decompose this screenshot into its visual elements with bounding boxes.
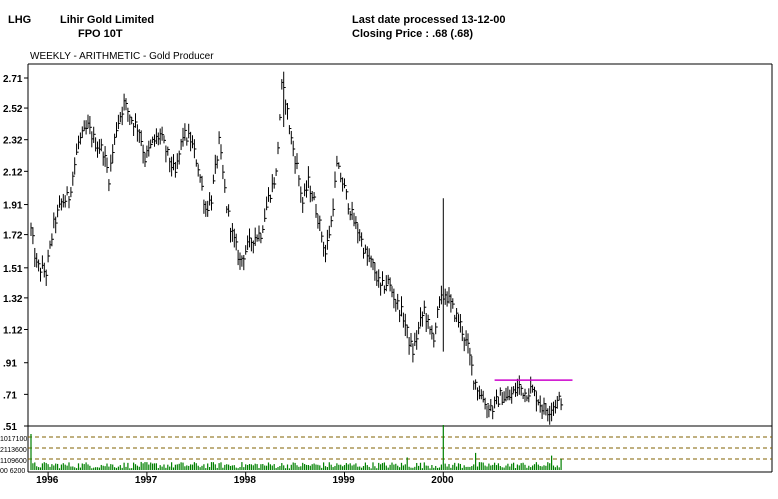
price-y-axis: 2.71 2.52 2.32 2.12 1.91 1.72 1.51 1.32 1.12 .91.… <box>3 74 28 433</box>
chart-subtitle: WEEKLY - ARITHMETIC - Gold Producer <box>30 51 214 62</box>
y-tick-label: .71 <box>3 390 17 401</box>
y-tick-label: 1.12 <box>3 326 23 337</box>
y-tick-label: 2.12 <box>3 167 23 178</box>
volume-series <box>30 425 562 470</box>
volume-gridlines <box>28 436 772 460</box>
x-tick-label: 1996 <box>36 475 59 486</box>
x-tick-label: 2000 <box>431 475 454 486</box>
y-tick-label: .51 <box>3 422 17 433</box>
closing-price-label: Closing Price : .68 (.68) <box>352 28 474 40</box>
plot-frame <box>27 63 773 473</box>
y-tick-label: 1.51 <box>3 264 23 275</box>
y-tick-label: 2.52 <box>3 104 23 115</box>
y-tick-label: 2.32 <box>3 136 23 147</box>
security-type: FPO 10T <box>78 28 123 40</box>
volume-y-axis: 1017100 2113600 1109600 00 6200 <box>0 436 27 475</box>
volume-tick-label: 00 6200 <box>0 468 25 475</box>
volume-tick-label: 1017100 <box>0 436 27 443</box>
time-x-axis: 1996 1997 1998 1999 2000 <box>36 472 454 486</box>
x-tick-label: 1997 <box>135 475 158 486</box>
volume-tick-label: 1109600 <box>0 458 27 465</box>
y-tick-label: 1.32 <box>3 294 23 305</box>
volume-tick-label: 2113600 <box>0 447 27 454</box>
y-tick-label: 2.71 <box>3 74 23 85</box>
company-name: Lihir Gold Limited <box>60 14 155 26</box>
y-tick-label: 1.91 <box>3 201 23 212</box>
price-series <box>30 71 564 425</box>
y-tick-label: 1.72 <box>3 231 23 242</box>
y-tick-label: .91 <box>3 359 17 370</box>
last-date-label: Last date processed 13-12-00 <box>352 14 506 26</box>
ticker-label: LHG <box>8 14 32 26</box>
x-tick-label: 1999 <box>333 475 356 486</box>
x-tick-label: 1998 <box>234 475 257 486</box>
